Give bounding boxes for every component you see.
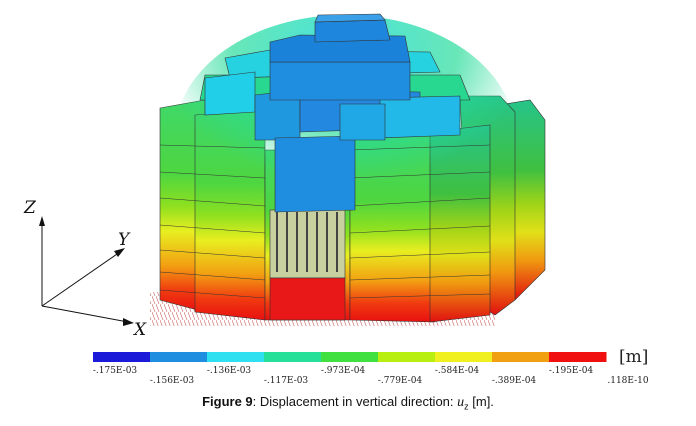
caption-text: : Displacement in vertical direction: <box>252 394 458 409</box>
color-legend: -.175E-03 -.136E-03 -.973E-04 -.584E-04 -.19… <box>93 352 649 386</box>
legend-swatch <box>150 352 208 362</box>
legend-swatch <box>207 352 265 362</box>
caption-figure-number: Figure 9 <box>202 394 253 409</box>
legend-label: -.584E-04 <box>435 366 480 376</box>
legend-swatch <box>435 352 493 362</box>
upper-blocks <box>199 13 471 213</box>
legend-label: -.136E-03 <box>207 366 252 376</box>
legend-swatch <box>378 352 436 362</box>
legend-label: -.195E-04 <box>549 366 594 376</box>
legend-label: -.973E-04 <box>321 366 366 376</box>
caption-subscript: z <box>464 401 469 412</box>
legend-swatch <box>492 352 550 362</box>
legend-label: -.779E-04 <box>378 376 423 386</box>
legend-swatch <box>93 352 151 362</box>
axis-label-z: Z <box>23 198 37 218</box>
coordinate-axes <box>39 216 134 326</box>
figure-caption: Figure 9: Displacement in vertical direc… <box>0 394 696 412</box>
legend-swatch <box>321 352 379 362</box>
legend-label: -.175E-03 <box>93 366 138 376</box>
legend-label: -.389E-04 <box>492 376 537 386</box>
legend-swatch <box>264 352 322 362</box>
caption-variable: u <box>457 395 465 410</box>
legend-swatch <box>549 352 607 362</box>
legend-label: -.117E-03 <box>264 376 309 386</box>
legend-label: .118E-10 <box>607 376 649 386</box>
axis-label-x: X <box>132 320 147 340</box>
axis-label-y: Y <box>118 230 131 250</box>
legend-label: -.156E-03 <box>150 376 195 386</box>
legend-unit: [m] <box>619 347 648 367</box>
caption-tail: [m]. <box>468 394 494 409</box>
